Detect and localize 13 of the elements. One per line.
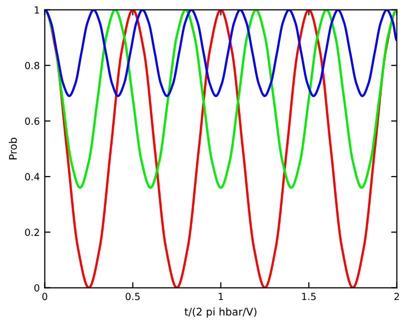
y-tick-label: 0 bbox=[34, 284, 40, 292]
y-tick-label: 0.2 bbox=[25, 228, 39, 236]
y-axis-title: Prob bbox=[8, 138, 17, 160]
x-tick-label: 0 bbox=[42, 292, 48, 300]
y-tick-label: 1 bbox=[34, 6, 40, 14]
y-tick-label: 0.8 bbox=[25, 62, 40, 70]
x-tick-label: 1.5 bbox=[302, 292, 316, 300]
y-tick-label: 0.4 bbox=[25, 173, 40, 180]
x-tick-label: 2 bbox=[394, 292, 399, 300]
x-tick-label: 1 bbox=[218, 292, 223, 300]
x-tick-label: 0.5 bbox=[126, 292, 140, 300]
x-axis-title: t/(2 pi hbar/V) bbox=[184, 308, 256, 318]
y-tick-label: 0.6 bbox=[25, 117, 40, 125]
